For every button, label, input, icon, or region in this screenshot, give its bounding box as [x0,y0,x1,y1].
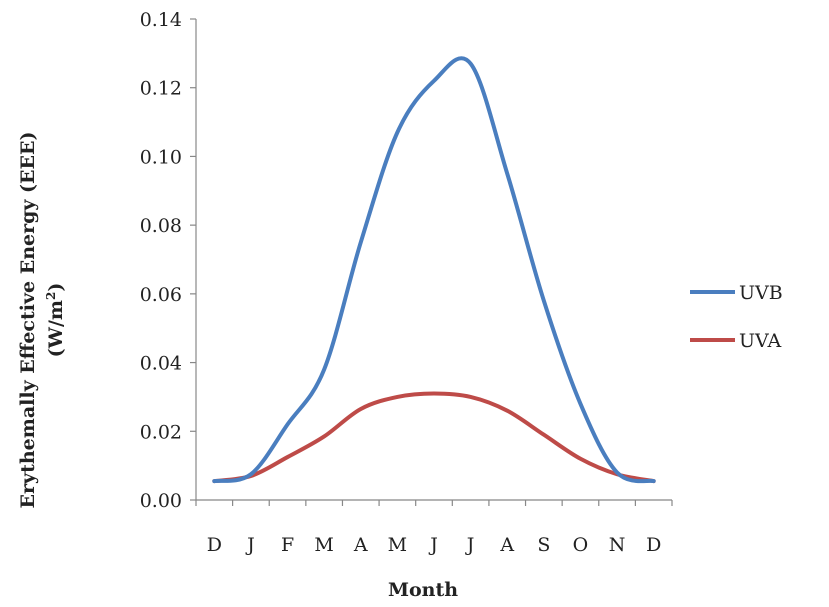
x-tick-label: J [465,534,475,556]
y-tick-label: 0.10 [140,146,182,168]
legend-label-uvb: UVB [739,282,783,304]
series-layer [212,56,656,484]
x-tick-label: M [314,534,333,556]
x-tick-label: D [207,534,222,556]
y-axis-title-line2: (W/m2) [44,283,67,358]
x-tick-label: J [245,534,255,556]
x-tick-label: M [388,534,407,556]
x-axis-title: Month [388,579,458,601]
y-tick-label: 0.00 [140,490,182,512]
y-tick-label: 0.08 [140,215,182,237]
x-tick-label: O [573,534,589,556]
x-tick-label: A [353,534,368,556]
y-axis-title-line1: Erythemally Effective Energy (EEE) [17,132,39,509]
x-tick-label: S [537,534,550,556]
series-line-uvb [212,56,656,484]
series-line-uva [212,391,656,484]
y-tick-label: 0.04 [140,353,182,375]
y-tick-label: 0.12 [140,78,182,100]
x-tick-label: J [428,534,438,556]
x-tick-label: D [646,534,661,556]
y-axis-ticks: 0.00 0.02 0.04 0.06 0.08 0.10 0.12 0.14 [140,9,196,512]
legend-label-uva: UVA [739,330,781,352]
legend: UVB UVA [690,282,783,352]
x-tick-label: A [499,534,514,556]
y-axis-title: Erythemally Effective Energy (EEE) (W/m2… [17,132,67,509]
y-tick-label: 0.02 [140,421,182,443]
x-tick-label: N [609,534,626,556]
y-tick-label: 0.06 [140,284,182,306]
x-tick-label: F [281,534,294,556]
y-tick-label: 0.14 [140,9,182,31]
